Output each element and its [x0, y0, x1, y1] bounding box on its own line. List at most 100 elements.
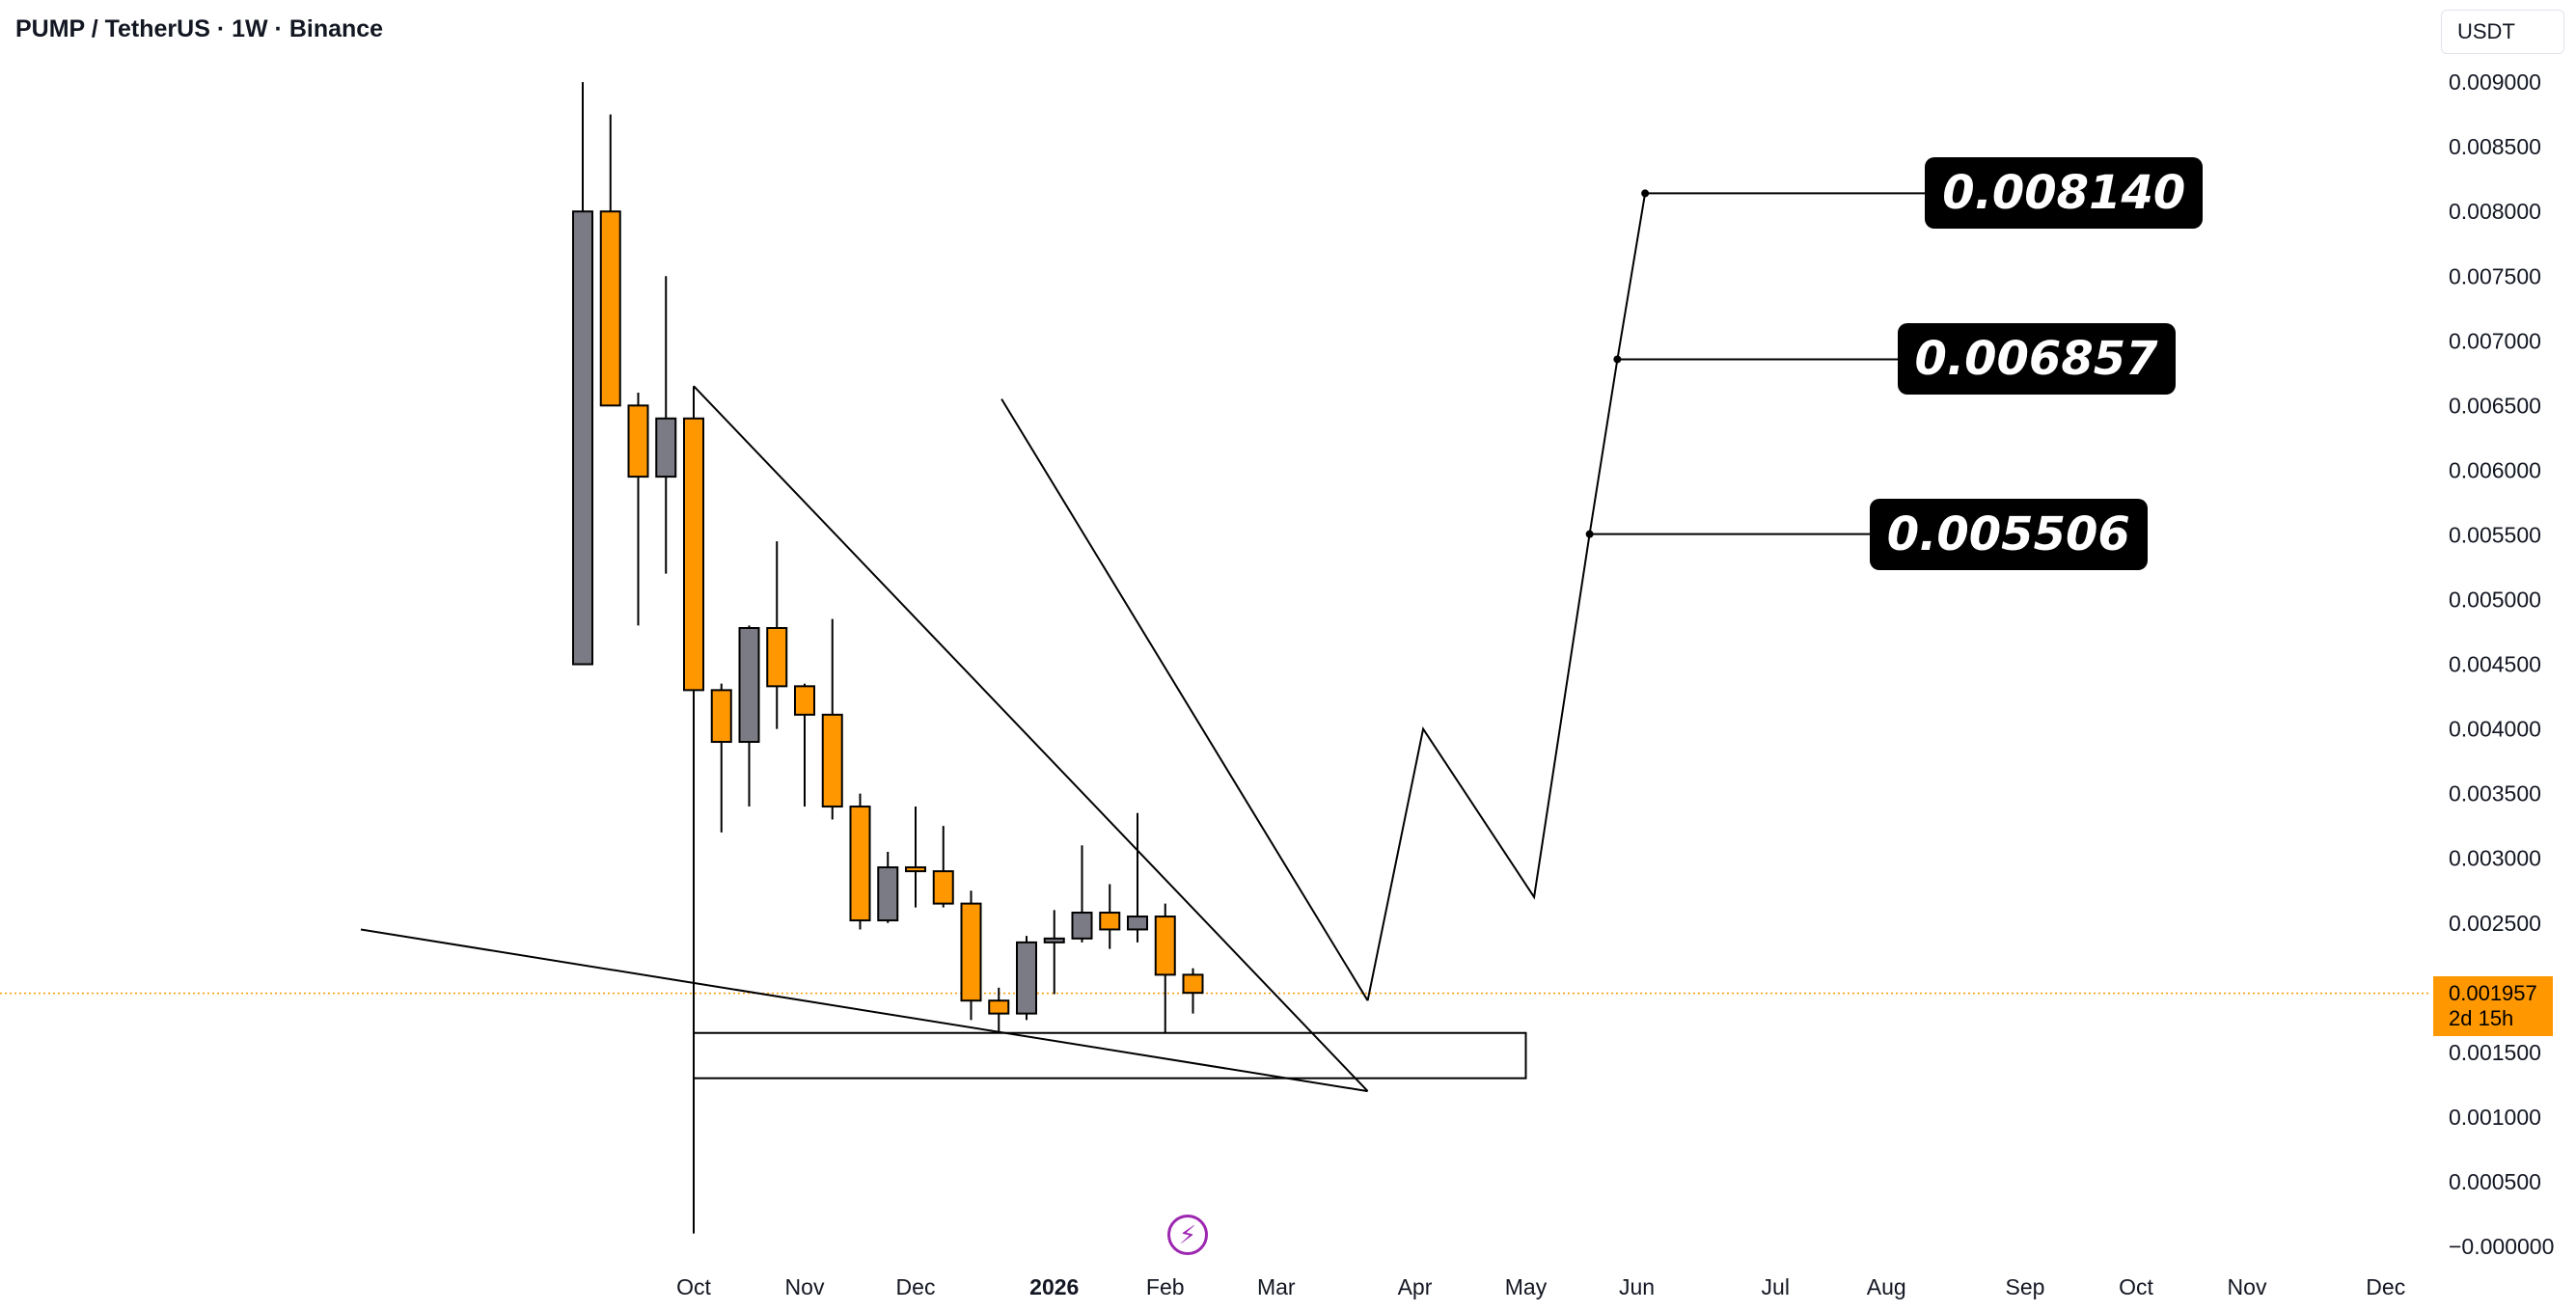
candle [738, 625, 760, 807]
candle-body [766, 627, 788, 688]
currency-selector[interactable]: USDT [2441, 10, 2564, 54]
y-tick-label: 0.001000 [2449, 1105, 2541, 1130]
y-tick-label: 0.005500 [2449, 522, 2541, 547]
candle [932, 826, 954, 908]
candle [1182, 968, 1204, 1014]
y-tick-label: 0.001500 [2449, 1040, 2541, 1065]
candle-body [738, 627, 760, 744]
x-tick-label: Oct [2119, 1274, 2153, 1299]
candle [766, 541, 788, 729]
candle-body [988, 999, 1010, 1015]
candle [960, 890, 982, 1021]
candle [1071, 845, 1093, 943]
y-tick-label: 0.003500 [2449, 781, 2541, 806]
candle-body [710, 689, 732, 744]
candle [1099, 884, 1121, 949]
candles-layer [572, 82, 1204, 1033]
candle-body [794, 685, 815, 716]
candle [572, 82, 593, 666]
candle-body [849, 806, 871, 922]
x-tick-label: Oct [676, 1274, 711, 1299]
y-tick-label: 0.003000 [2449, 846, 2541, 871]
chart-title: PUMP / TetherUS · 1W · Binance [15, 15, 384, 42]
candle-body [572, 210, 593, 666]
x-tick-label: Sep [2006, 1274, 2045, 1299]
x-tick-label: Nov [785, 1274, 825, 1299]
candle [988, 987, 1010, 1033]
candle [1127, 812, 1148, 943]
x-tick-label: Dec [896, 1274, 936, 1299]
y-tick-label: 0.004500 [2449, 652, 2541, 677]
candle [683, 392, 704, 717]
y-tick-label: 0.006000 [2449, 457, 2541, 482]
candle [599, 114, 621, 407]
x-tick-label: May [1505, 1274, 1548, 1299]
support-box [693, 1031, 1527, 1080]
target-anchor-1 [1641, 189, 1650, 198]
candle [821, 618, 843, 820]
y-tick-label: 0.008500 [2449, 134, 2541, 159]
time-axis[interactable]: Oct Nov Dec 2026 Feb Mar Apr May Jun Jul Aug Sep Oct… [676, 1274, 2405, 1299]
candle [1154, 903, 1176, 1033]
target-anchor-2 [1613, 355, 1622, 364]
y-tick-label: 0.002500 [2449, 911, 2541, 936]
candle [627, 392, 649, 626]
y-tick-label: 0.004000 [2449, 717, 2541, 742]
outer-trendline [1000, 398, 1369, 1001]
candle [905, 806, 926, 908]
candle [794, 683, 815, 807]
candle-body [877, 866, 899, 922]
candle [1016, 936, 1037, 1021]
current-price-value: 0.001957 [2449, 981, 2537, 1005]
x-tick-label: Feb [1146, 1274, 1185, 1299]
x-tick-label: Mar [1257, 1274, 1296, 1299]
x-tick-label: Jul [1762, 1274, 1790, 1299]
target-anchor-3 [1585, 530, 1594, 538]
y-tick-label: −0.000000 [2449, 1234, 2554, 1259]
candle [1043, 910, 1065, 995]
y-tick-label: 0.005000 [2449, 588, 2541, 613]
candle-body [683, 417, 704, 692]
x-tick-label: Apr [1398, 1274, 1433, 1299]
upper-trendline [693, 385, 1369, 1092]
x-tick-label: Nov [2228, 1274, 2267, 1299]
y-tick-label: 0.009000 [2449, 69, 2541, 95]
candle-body [821, 713, 843, 808]
target-label-2: 0.006857 [1897, 323, 2176, 396]
x-tick-label: Dec [2366, 1274, 2405, 1299]
y-tick-label: 0.007000 [2449, 328, 2541, 353]
y-tick-label: 0.006500 [2449, 393, 2541, 418]
candle [877, 851, 899, 923]
lower-trendline [360, 928, 1368, 1093]
candle-body [599, 210, 621, 407]
target-label-1: 0.008140 [1925, 157, 2204, 230]
candle-body [627, 404, 649, 478]
candle-body [1043, 937, 1065, 943]
candle-body [1154, 916, 1176, 976]
x-tick-label: Jun [1619, 1274, 1655, 1299]
candle [710, 683, 732, 833]
lightning-icon[interactable]: ⚡ [1167, 1215, 1208, 1255]
target-label-3: 0.005506 [1869, 498, 2148, 570]
candle-body [655, 417, 677, 478]
bar-countdown: 2d 15h [2449, 1006, 2514, 1030]
x-tick-label: Aug [1867, 1274, 1906, 1299]
y-tick-label: 0.008000 [2449, 199, 2541, 224]
candle-body [1182, 973, 1204, 995]
candle-body [932, 870, 954, 905]
current-price-tag: 0.001957 2d 15h [2433, 976, 2553, 1036]
candle [655, 276, 677, 574]
candle-body [1099, 912, 1121, 931]
price-axis[interactable]: 0.009000 0.008500 0.008000 0.007500 0.007000… [2449, 69, 2554, 1259]
candle-body [960, 902, 982, 1002]
y-tick-label: 0.007500 [2449, 263, 2541, 288]
candle-body [1071, 912, 1093, 940]
y-tick-label: 0.000500 [2449, 1169, 2541, 1194]
candle-body [1016, 941, 1037, 1015]
candle [849, 793, 871, 930]
candle-body [905, 866, 926, 873]
candle-body [1127, 916, 1148, 931]
x-tick-label: 2026 [1029, 1274, 1079, 1299]
projection-path [1366, 193, 1647, 1001]
